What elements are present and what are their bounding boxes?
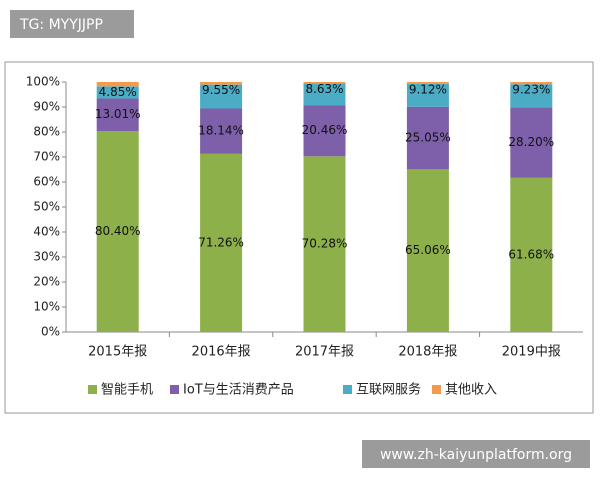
data-label: 28.20% xyxy=(508,135,554,149)
y-tick-label: 40% xyxy=(33,225,60,239)
data-label: 70.28% xyxy=(302,237,348,251)
x-tick-label: 2016年报 xyxy=(192,345,251,360)
legend-label: 其他收入 xyxy=(445,383,497,398)
bar-segment xyxy=(303,156,346,332)
bar-segment xyxy=(303,82,346,84)
data-label: 18.14% xyxy=(198,124,244,138)
bar-segment xyxy=(406,169,449,332)
bar-segment xyxy=(303,83,346,106)
y-tick-label: 90% xyxy=(33,100,60,114)
data-label: 8.63% xyxy=(305,82,343,96)
watermark-box xyxy=(362,440,590,468)
legend-label: 互联网服务 xyxy=(356,382,421,398)
data-label: 71.26% xyxy=(198,235,244,249)
y-tick-label: 50% xyxy=(33,200,60,214)
data-label: 61.68% xyxy=(508,247,554,261)
bar-segment xyxy=(510,177,553,332)
bar-segment xyxy=(200,108,243,154)
bar-segment xyxy=(200,84,243,109)
data-label: 20.46% xyxy=(302,123,348,137)
chart-frame xyxy=(4,61,594,414)
y-tick-label: 80% xyxy=(33,125,60,139)
watermark: www.zh-kaiyunplatform.org xyxy=(380,447,572,463)
data-label: 80.40% xyxy=(95,224,141,238)
bar-segment xyxy=(200,82,243,85)
legend-swatch xyxy=(432,385,441,394)
watermark-box xyxy=(10,10,134,38)
data-label: 65.06% xyxy=(405,243,451,257)
legend-swatch xyxy=(170,385,179,394)
bar-segment xyxy=(200,153,243,332)
bar-segment xyxy=(96,86,139,99)
data-label: 4.85% xyxy=(99,85,137,99)
bar-segment xyxy=(406,82,449,84)
legend-label: IoT与生活消费产品 xyxy=(183,383,294,398)
y-tick-label: 10% xyxy=(33,300,60,314)
y-tick-label: 30% xyxy=(33,250,60,264)
data-label: 9.12% xyxy=(409,82,447,96)
bar-segment xyxy=(96,82,139,87)
y-tick-label: 60% xyxy=(33,175,60,189)
y-tick-label: 20% xyxy=(33,275,60,289)
bar-segment xyxy=(510,84,553,108)
bar-segment xyxy=(510,82,553,85)
bar-segment xyxy=(406,83,449,107)
data-label: 9.55% xyxy=(202,83,240,97)
data-label: 9.23% xyxy=(512,83,550,97)
legend-label: 智能手机 xyxy=(101,383,153,398)
y-tick-label: 70% xyxy=(33,150,60,164)
x-tick-label: 2017年报 xyxy=(295,345,354,360)
x-tick-label: 2019中报 xyxy=(502,345,561,360)
x-tick-label: 2018年报 xyxy=(398,345,457,360)
y-tick-label: 100% xyxy=(26,75,60,89)
bar-segment xyxy=(96,98,139,131)
y-tick-label: 0% xyxy=(41,325,60,339)
data-label: 25.05% xyxy=(405,131,451,145)
watermark: TG: MYYJJPP xyxy=(19,17,103,33)
legend-swatch xyxy=(343,385,352,394)
legend-swatch xyxy=(88,385,97,394)
x-tick-label: 2015年报 xyxy=(88,345,147,360)
bar-segment xyxy=(406,106,449,170)
bar-segment xyxy=(303,105,346,157)
bar-segment xyxy=(510,107,553,178)
data-label: 13.01% xyxy=(95,107,141,121)
bar-segment xyxy=(96,131,139,332)
